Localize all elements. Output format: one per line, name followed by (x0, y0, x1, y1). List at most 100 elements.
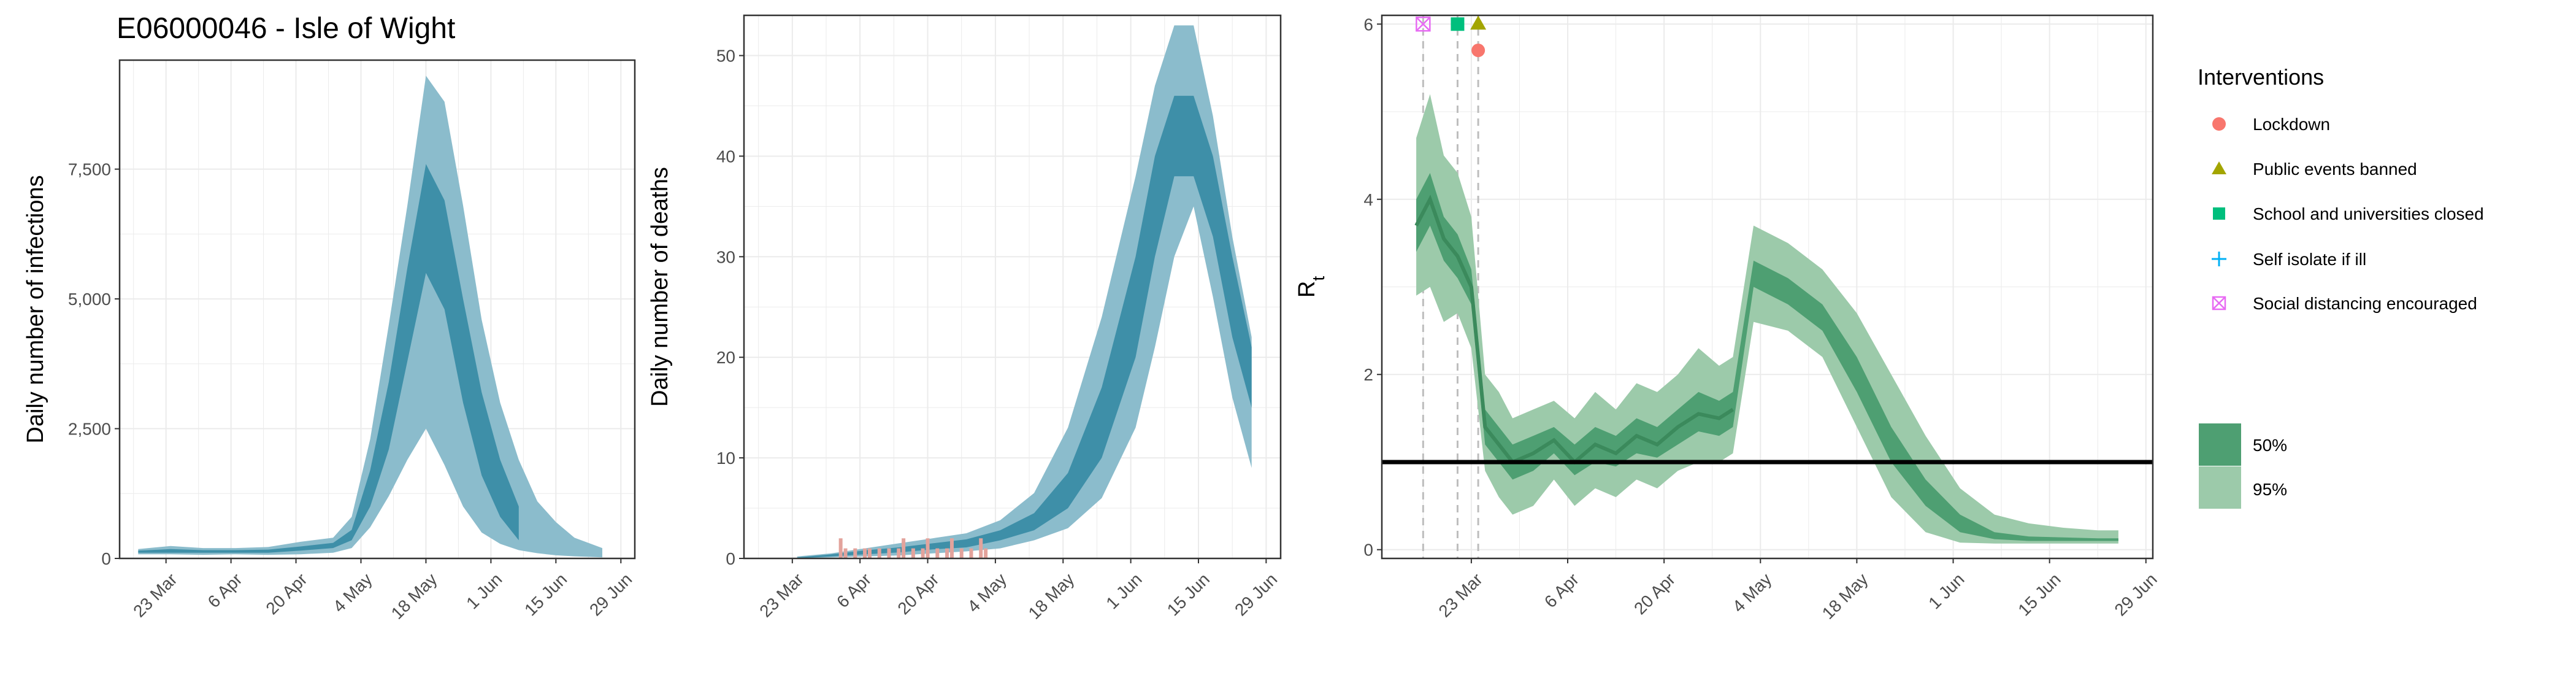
social-distancing-marker-icon (2212, 296, 2226, 311)
deaths-x-tick-label: 18 May (1025, 569, 1078, 623)
rt-y-axis-title: Rt (1294, 276, 1328, 298)
legend: Interventions Lockdown Public events ban… (2198, 64, 2484, 509)
death-bar (959, 548, 964, 558)
deaths-x-tick-label: 29 Jun (1231, 569, 1281, 619)
rt-median-line (1414, 195, 1735, 465)
infections-x-tick-label: 29 Jun (586, 569, 635, 619)
death-bar (887, 548, 891, 558)
death-bar (902, 538, 906, 558)
infections-x-tick-label: 15 Jun (521, 569, 570, 619)
death-bar (843, 548, 848, 558)
death-bar (935, 548, 940, 558)
legend-label-95: 95% (2253, 480, 2287, 499)
deaths-x-tick-label: 15 Jun (1163, 569, 1213, 619)
lockdown-marker (1471, 44, 1485, 58)
deaths-x-tick-label: 4 May (964, 569, 1010, 616)
chart-title: E06000046 - Isle of Wight (117, 12, 455, 45)
infections-panel-border (118, 59, 636, 560)
rt-y-axis-title-subscript: t (1309, 276, 1328, 281)
schools-marker-icon (2213, 207, 2225, 220)
death-bar (979, 538, 983, 558)
death-bar (897, 548, 901, 558)
death-bar (949, 538, 954, 558)
infections-y-tick-label: 7,500 (68, 160, 111, 179)
infections-y-tick-label: 2,500 (68, 420, 111, 439)
infections-x-tick-label: 6 Apr (204, 569, 246, 611)
infections-y-tick-label: 5,000 (68, 290, 111, 309)
legend-label-50: 50% (2253, 436, 2287, 455)
legend-key-95 (2199, 466, 2241, 509)
infections-x-tick-label: 20 Apr (263, 569, 311, 618)
infections-x-tick-label: 1 Jun (462, 569, 505, 612)
deaths-ribbon-50 (797, 96, 1252, 559)
legend-label-self-isolate: Self isolate if ill (2253, 250, 2366, 269)
deaths-y-tick-label: 10 (716, 449, 735, 468)
rt-x-tick-label: 23 Mar (1435, 569, 1486, 621)
death-bar (945, 548, 949, 558)
rt-x-tick-label: 18 May (1819, 569, 1872, 623)
social-distancing-marker (1416, 17, 1431, 32)
death-bar (853, 548, 857, 558)
rt-y-tick-label: 0 (1363, 541, 1373, 560)
infections-y-axis-title: Daily number of infections (23, 175, 48, 443)
deaths-panel: 0 10 20 30 40 50 23 Mar 6 Apr 20 Apr 4 May 18 May 1… (647, 14, 1282, 623)
public-events-marker-icon (2212, 161, 2226, 174)
deaths-x-tick-label: 23 Mar (756, 569, 807, 621)
legend-item-social-distancing: Social distancing encouraged (2212, 294, 2477, 313)
legend-item-50: 50% (2199, 423, 2287, 466)
rt-x-tick-label: 1 Jun (1925, 569, 1968, 612)
deaths-y-tick-label: 40 (716, 147, 735, 166)
rt-panel: 0 2 4 6 23 Mar 6 Apr 20 Apr 4 May 18 May 1 Jun 15 … (1294, 14, 2161, 623)
schools-closed-marker (1451, 17, 1465, 31)
legend-title: Interventions (2198, 64, 2324, 90)
rt-y-tick-label: 6 (1363, 15, 1373, 34)
legend-item-schools: School and universities closed (2213, 204, 2484, 223)
deaths-y-tick-label: 50 (716, 47, 735, 66)
infections-x-tick-label: 23 Mar (129, 569, 181, 621)
rt-x-tick-label: 20 Apr (1630, 569, 1679, 618)
deaths-x-tick-label: 6 Apr (833, 569, 875, 611)
rt-x-tick-label: 15 Jun (2014, 569, 2064, 619)
infections-x-tick-label: 18 May (388, 569, 441, 623)
deaths-ribbon-95 (797, 25, 1252, 558)
deaths-x-tick-label: 1 Jun (1102, 569, 1145, 612)
rt-y-tick-label: 4 (1363, 190, 1373, 209)
infections-panel: 0 2,500 5,000 7,500 23 Mar 6 Apr 20 Apr 4 May 18… (23, 59, 636, 623)
infections-y-tick-label: 0 (101, 549, 111, 568)
infections-ribbon-50 (138, 164, 519, 553)
self-isolate-marker-icon (2212, 252, 2226, 266)
death-bar (877, 548, 881, 558)
lockdown-marker-icon (2212, 117, 2226, 131)
rt-x-tick-label: 6 Apr (1541, 569, 1582, 611)
legend-label-public-events: Public events banned (2253, 160, 2417, 179)
legend-item-self-isolate: Self isolate if ill (2212, 250, 2366, 269)
legend-key-50 (2199, 423, 2241, 466)
rt-y-tick-label: 2 (1363, 365, 1373, 384)
deaths-panel-border (743, 14, 1282, 560)
rt-x-tick-label: 29 Jun (2111, 569, 2161, 619)
death-bar (863, 548, 867, 558)
death-bar (984, 548, 988, 558)
death-bar (911, 548, 915, 558)
death-bar (969, 548, 973, 558)
legend-label-schools: School and universities closed (2253, 204, 2484, 223)
rt-x-tick-label: 4 May (1729, 569, 1776, 616)
legend-item-lockdown: Lockdown (2212, 115, 2330, 134)
deaths-observed-bars (838, 538, 988, 558)
public-events-marker (1470, 15, 1487, 30)
death-bar (838, 538, 843, 558)
deaths-y-tick-label: 20 (716, 348, 735, 367)
infections-x-tick-label: 4 May (329, 569, 376, 616)
death-bar (867, 548, 872, 558)
legend-item-95: 95% (2199, 466, 2287, 509)
death-bar (921, 548, 925, 558)
legend-item-public-events: Public events banned (2212, 160, 2417, 179)
rt-panel-border (1381, 14, 2154, 560)
death-bar (926, 538, 930, 558)
deaths-x-tick-label: 20 Apr (894, 569, 942, 618)
deaths-y-tick-label: 30 (716, 247, 735, 266)
legend-label-social-distancing: Social distancing encouraged (2253, 294, 2477, 313)
deaths-y-axis-title: Daily number of deaths (647, 167, 673, 407)
deaths-y-tick-label: 0 (726, 549, 735, 568)
